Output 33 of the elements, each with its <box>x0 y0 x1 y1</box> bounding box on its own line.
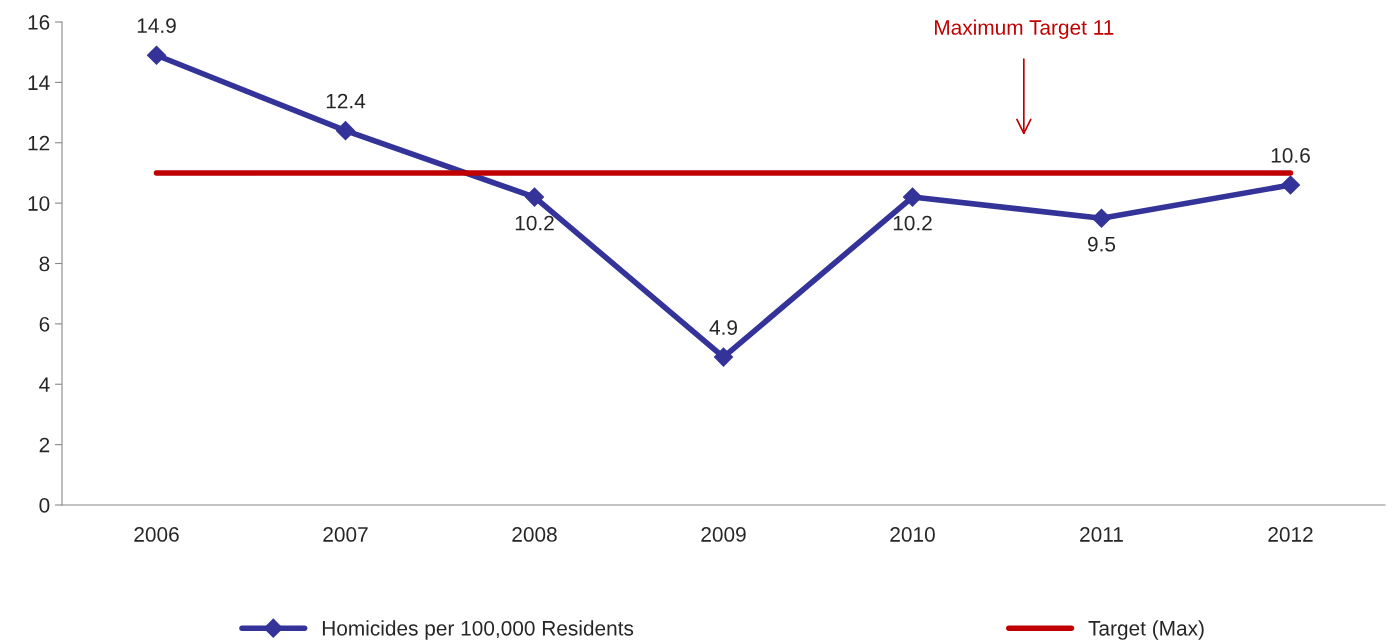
x-tick-label: 2007 <box>323 527 368 542</box>
point <box>713 347 734 367</box>
y-tick-label: 14 <box>28 75 50 90</box>
y-tick-label: 6 <box>39 316 50 332</box>
data-label: 4.9 <box>709 320 737 335</box>
annotation: Maximum Target 11 <box>935 19 1114 39</box>
y-tick-label: 8 <box>39 256 50 272</box>
data-label: 9.5 <box>1088 236 1116 252</box>
x-tick-label: 2008 <box>512 527 557 542</box>
point <box>335 121 356 141</box>
y-tick-label: 12 <box>28 135 50 151</box>
point <box>902 187 923 207</box>
y-tick-label: 10 <box>28 196 50 211</box>
data-label: 10.2 <box>893 215 932 231</box>
point <box>146 45 167 65</box>
legend-label: Homicides per 100,000 Residents <box>322 620 634 640</box>
data-label: 12.4 <box>326 93 366 109</box>
x-tick-label: 2009 <box>701 527 746 542</box>
x-tick-label: 2006 <box>134 527 179 542</box>
point <box>1091 208 1112 228</box>
y-tick-label: 0 <box>39 498 50 513</box>
legend-label: Target (Max) <box>1088 620 1204 640</box>
data-label: 10.2 <box>515 215 554 231</box>
data-label: 14.9 <box>137 18 176 34</box>
y-tick-label: 2 <box>39 437 50 453</box>
point <box>1280 175 1301 195</box>
y-tick-label: 4 <box>39 377 50 392</box>
x-tick-label: 2011 <box>1080 527 1123 542</box>
data-label: 10.6 <box>1271 148 1310 163</box>
x-tick-label: 2010 <box>890 527 935 542</box>
y-tick-label: 16 <box>28 15 50 30</box>
point <box>524 187 545 207</box>
x-tick-label: 2012 <box>1268 527 1313 542</box>
